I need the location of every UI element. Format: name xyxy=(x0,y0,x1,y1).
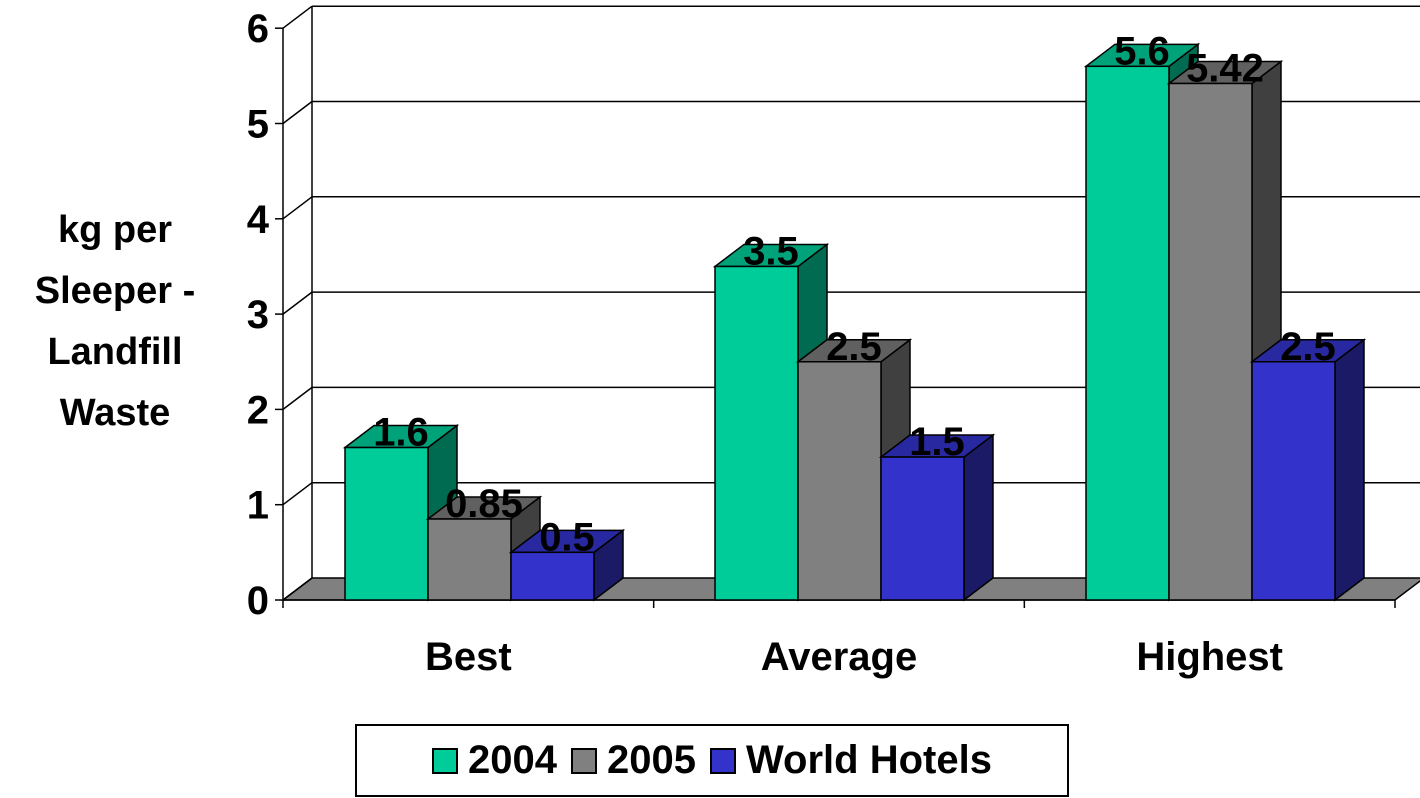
gridline-depth-4 xyxy=(282,196,313,220)
data-label-2005-average: 2.5 xyxy=(826,325,882,369)
bar-front-world-hotels-average xyxy=(880,456,965,601)
data-label-world-hotels-best: 0.5 xyxy=(539,515,595,559)
y-axis-title-line-2: Sleeper - xyxy=(34,270,196,312)
data-label-2004-highest: 5.6 xyxy=(1114,29,1170,73)
gridline-depth-0 xyxy=(282,577,313,601)
bar-world-hotels-best xyxy=(508,528,626,602)
y-tick-label-6: 6 xyxy=(247,7,269,51)
data-label-2004-best: 1.6 xyxy=(373,411,429,455)
y-tick-label-1: 1 xyxy=(247,484,269,528)
legend-swatch-world-hotels xyxy=(710,747,737,774)
data-label-world-hotels-average: 1.5 xyxy=(909,420,965,464)
legend-label-2005: 2005 xyxy=(607,738,697,782)
legend-label-2004: 2004 xyxy=(468,738,558,782)
x-tick-label-highest: Highest xyxy=(1136,635,1283,679)
y-tick-label-0: 0 xyxy=(247,579,269,623)
y-axis-title-line-3: Landfill xyxy=(47,331,183,373)
legend: 2004 2005 World Hotels xyxy=(355,724,1069,797)
legend-item-2005: 2005 xyxy=(571,738,696,783)
bar-front-2004-average xyxy=(714,265,799,601)
y-tick-label-4: 4 xyxy=(247,198,270,242)
gridline-depth-5 xyxy=(282,100,313,125)
y-axis-title-line-1: kg per xyxy=(57,209,173,251)
legend-label-world-hotels: World Hotels xyxy=(746,738,992,782)
bar-front-2004-best xyxy=(344,446,429,601)
bar-side-world-hotels-highest xyxy=(1334,338,1365,602)
gridline-depth-2 xyxy=(282,386,313,410)
y-tick-label-3: 3 xyxy=(247,293,269,337)
legend-item-world-hotels: World Hotels xyxy=(710,738,992,783)
data-label-2005-highest: 5.42 xyxy=(1186,46,1264,90)
bar-front-world-hotels-best xyxy=(510,551,595,601)
x-tick-label-best: Best xyxy=(425,635,512,679)
y-tick-label-5: 5 xyxy=(247,103,269,147)
bar-front-2004-highest xyxy=(1085,65,1170,601)
y-tick-label-2: 2 xyxy=(247,388,269,432)
bar-front-world-hotels-highest xyxy=(1251,361,1336,601)
data-label-2004-average: 3.5 xyxy=(743,229,799,273)
bar-side-world-hotels-average xyxy=(963,433,994,602)
legend-swatch-2005 xyxy=(571,747,598,774)
bar-front-2005-best xyxy=(427,518,512,601)
gridline-depth-3 xyxy=(282,291,313,315)
legend-swatch-2004 xyxy=(432,747,459,774)
gridline-depth-1 xyxy=(282,482,313,506)
bar-2004-best xyxy=(342,424,460,602)
data-label-world-hotels-highest: 2.5 xyxy=(1280,325,1336,369)
y-axis-title: kg per Sleeper - Landfill Waste xyxy=(0,200,230,444)
x-tick-label-average: Average xyxy=(761,635,917,679)
bar-world-hotels-average xyxy=(878,433,996,602)
data-label-2005-best: 0.85 xyxy=(445,482,523,526)
bar-world-hotels-highest xyxy=(1249,338,1367,602)
bar-front-2005-average xyxy=(797,361,882,601)
y-axis-title-line-4: Waste xyxy=(59,392,171,434)
bar-front-2005-highest xyxy=(1168,82,1253,601)
legend-item-2004: 2004 xyxy=(432,738,557,783)
gridline-depth-6 xyxy=(282,5,313,29)
